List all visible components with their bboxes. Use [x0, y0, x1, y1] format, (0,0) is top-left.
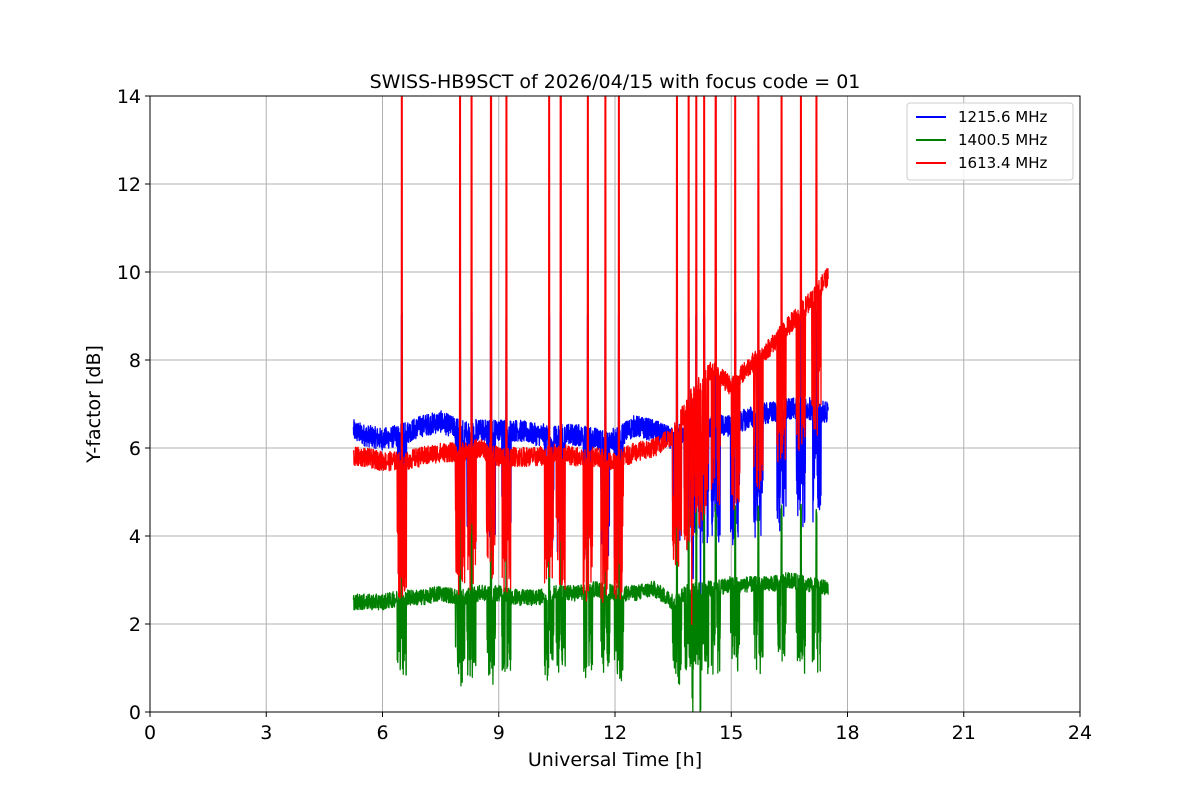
y-axis-label: Y-factor [dB]	[83, 345, 105, 464]
legend-label-1400: 1400.5 MHz	[958, 131, 1047, 149]
legend-box	[906, 102, 1074, 181]
x-tick-label: 18	[835, 722, 859, 744]
y-tick-label: 8	[129, 350, 141, 372]
series-line-1613	[352, 95, 829, 625]
legend: 1215.6 MHz 1400.5 MHz 1613.4 MHz	[906, 102, 1074, 181]
series-line-1215	[352, 309, 829, 610]
x-tick-label: 12	[603, 722, 627, 744]
y-tick-label: 0	[129, 702, 141, 724]
series-layer	[352, 95, 829, 713]
x-tick-label: 3	[260, 722, 272, 744]
legend-label-1613: 1613.4 MHz	[958, 154, 1047, 172]
y-tick-label: 10	[117, 262, 141, 284]
y-tick-label: 6	[129, 438, 141, 460]
x-tick-label: 0	[144, 722, 156, 744]
x-axis-label: Universal Time [h]	[528, 749, 702, 771]
y-tick-label: 14	[117, 86, 141, 108]
x-tick-label: 9	[493, 722, 505, 744]
x-tick-label: 15	[719, 722, 743, 744]
x-tick-label: 24	[1068, 722, 1092, 744]
legend-label-1215: 1215.6 MHz	[958, 108, 1047, 126]
chart-title: SWISS-HB9SCT of 2026/04/15 with focus co…	[370, 71, 861, 93]
x-tick-label: 6	[376, 722, 388, 744]
y-tick-label: 4	[129, 526, 141, 548]
series-line-1400	[352, 502, 829, 713]
y-tick-label: 12	[117, 174, 141, 196]
y-tick-label: 2	[129, 614, 141, 636]
x-tick-label: 21	[952, 722, 976, 744]
